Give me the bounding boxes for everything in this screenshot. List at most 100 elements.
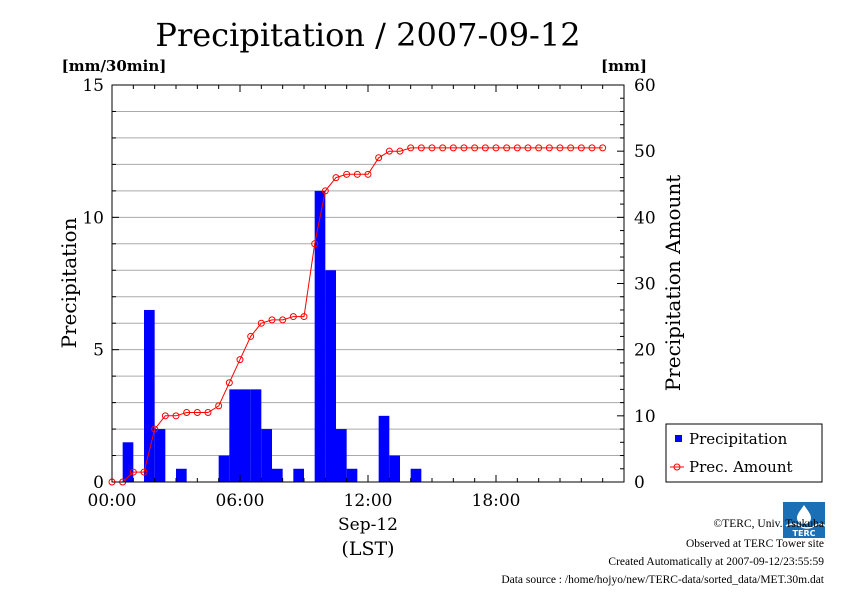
x-tick-label: 00:00 <box>88 491 137 511</box>
prec-amount-marker <box>385 147 393 155</box>
prec-amount-marker <box>343 170 351 178</box>
precipitation-bar <box>144 309 155 482</box>
legend-amount-label: Prec. Amount <box>689 458 793 476</box>
legend-precipitation-swatch <box>675 435 682 442</box>
y-tick-label: 5 <box>93 341 104 361</box>
precipitation-bar <box>229 389 240 482</box>
chart-title: Precipitation / 2007-09-12 <box>155 16 580 54</box>
prec-amount-marker <box>129 468 137 476</box>
precipitation-bar <box>240 389 251 482</box>
prec-amount-marker <box>279 316 287 324</box>
prec-amount-marker <box>215 402 223 410</box>
y2-tick-label: 10 <box>634 407 656 427</box>
prec-amount-marker <box>375 154 383 162</box>
prec-amount-marker <box>396 147 404 155</box>
legend-precipitation-label: Precipitation <box>689 430 788 448</box>
precipitation-bar <box>389 455 400 482</box>
prec-amount-marker <box>567 144 575 152</box>
right-y-ticks: 0 10 20 30 40 50 60 <box>617 76 656 493</box>
prec-amount-marker <box>577 144 585 152</box>
footer-observed: Observed at TERC Tower site <box>685 538 824 550</box>
terc-logo: TERC <box>783 502 825 538</box>
precipitation-bars <box>122 190 422 482</box>
precipitation-bar <box>272 468 283 482</box>
prec-amount-marker <box>332 174 340 182</box>
prec-amount-marker <box>140 468 148 476</box>
footer-copyright: ©TERC, Univ. Tsukuba <box>713 518 824 530</box>
prec-amount-marker <box>481 144 489 152</box>
prec-amount-marker <box>503 144 511 152</box>
precipitation-bar <box>250 389 262 482</box>
prec-amount-marker <box>161 412 169 420</box>
prec-amount-polyline <box>112 147 603 483</box>
left-y-ticks: 0 5 10 15 <box>82 76 119 493</box>
y-tick-label: 0 <box>93 473 104 493</box>
precipitation-bar <box>378 415 390 482</box>
x-tick-label: 12:00 <box>344 491 393 511</box>
prec-amount-marker <box>353 170 361 178</box>
precipitation-bar <box>293 468 304 482</box>
prec-amount-marker <box>364 170 372 178</box>
x-tick-label: 18:00 <box>472 491 521 511</box>
y2-tick-label: 20 <box>634 341 656 361</box>
y2-tick-label: 60 <box>634 76 656 96</box>
right-axis-unit: [mm] <box>601 57 647 75</box>
precipitation-bar <box>218 455 230 482</box>
legend-amount-swatch-marker <box>673 463 681 471</box>
precipitation-bar <box>122 442 134 482</box>
prec-amount-marker <box>225 379 233 387</box>
prec-amount-marker <box>289 313 297 321</box>
precipitation-bar <box>325 270 336 482</box>
prec-amount-marker <box>151 425 159 433</box>
legend: Precipitation Prec. Amount <box>665 423 823 483</box>
y2-tick-label: 50 <box>634 142 656 162</box>
prec-amount-marker <box>417 144 425 152</box>
y2-tick-label: 40 <box>634 208 656 228</box>
prec-amount-marker <box>535 144 543 152</box>
prec-amount-marker <box>545 144 553 152</box>
y-tick-label: 10 <box>82 208 104 228</box>
y2-tick-label: 30 <box>634 275 656 295</box>
x-axis-tz-label: (LST) <box>341 538 394 560</box>
x-ticks: 00:00 06:00 12:00 18:00 <box>88 85 625 511</box>
prec-amount-marker <box>321 187 329 195</box>
prec-amount-marker <box>257 319 265 327</box>
prec-amount-marker <box>193 409 201 417</box>
prec-amount-marker <box>599 144 607 152</box>
prec-amount-marker <box>449 144 457 152</box>
x-axis-date-label: Sep-12 <box>338 515 398 535</box>
prec-amount-marker <box>183 409 191 417</box>
prec-amount-marker <box>588 144 596 152</box>
y-tick-label: 15 <box>82 76 104 96</box>
precipitation-bar <box>346 468 358 482</box>
y-axis-label: Precipitation <box>57 217 81 348</box>
precipitation-bar <box>314 190 326 482</box>
prec-amount-marker <box>172 412 180 420</box>
prec-amount-marker <box>428 144 436 152</box>
prec-amount-marker <box>204 409 212 417</box>
prec-amount-marker <box>513 144 521 152</box>
footer-source: Data source : /home/hojyo/new/TERC-data/… <box>501 574 824 586</box>
grid-lines <box>112 110 624 457</box>
prec-amount-marker <box>268 316 276 324</box>
prec-amount-marker <box>407 144 415 152</box>
precipitation-bar <box>410 468 422 482</box>
prec-amount-line <box>108 144 607 486</box>
terc-logo-text: TERC <box>793 529 816 538</box>
footer-created: Created Automatically at 2007-09-12/23:5… <box>608 556 824 568</box>
prec-amount-marker <box>311 240 319 248</box>
precipitation-bar <box>336 429 347 482</box>
x-tick-label: 06:00 <box>216 491 265 511</box>
prec-amount-marker <box>524 144 532 152</box>
left-axis-unit: [mm/30min] <box>62 57 167 75</box>
prec-amount-marker <box>439 144 447 152</box>
prec-amount-marker <box>492 144 500 152</box>
precipitation-bar <box>154 429 166 482</box>
prec-amount-marker <box>471 144 479 152</box>
plot-frame <box>111 84 625 483</box>
precipitation-bar <box>176 468 187 482</box>
y2-axis-label: Precipitation Amount <box>661 175 685 392</box>
prec-amount-marker <box>236 356 244 364</box>
precipitation-bar <box>261 429 272 482</box>
